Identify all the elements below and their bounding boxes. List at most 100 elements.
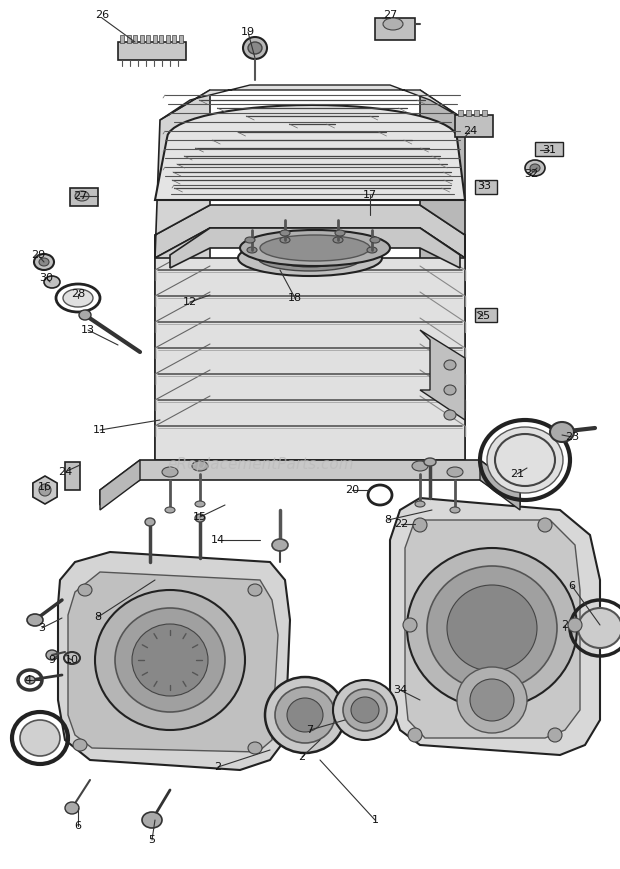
Text: 23: 23 xyxy=(565,432,579,442)
Polygon shape xyxy=(155,105,465,200)
Polygon shape xyxy=(100,460,520,505)
Ellipse shape xyxy=(260,235,370,261)
Bar xyxy=(375,18,415,40)
Text: 20: 20 xyxy=(345,485,359,495)
Ellipse shape xyxy=(408,728,422,742)
Text: 3: 3 xyxy=(38,623,45,633)
Bar xyxy=(65,462,80,490)
Bar xyxy=(120,35,124,43)
Bar xyxy=(126,35,130,43)
Polygon shape xyxy=(33,476,57,504)
Bar xyxy=(166,35,169,43)
Bar xyxy=(179,35,182,43)
Text: 33: 33 xyxy=(477,181,491,191)
Ellipse shape xyxy=(470,679,514,721)
Ellipse shape xyxy=(275,687,335,743)
Ellipse shape xyxy=(27,614,43,626)
Text: 10: 10 xyxy=(65,655,79,665)
Text: 5: 5 xyxy=(149,835,156,845)
Text: 26: 26 xyxy=(95,10,109,20)
Ellipse shape xyxy=(245,237,255,243)
Polygon shape xyxy=(170,228,460,268)
Text: 8: 8 xyxy=(94,612,102,622)
Polygon shape xyxy=(155,90,210,258)
Ellipse shape xyxy=(20,720,60,756)
Bar xyxy=(118,42,186,60)
Text: 7: 7 xyxy=(306,725,314,735)
Text: 25: 25 xyxy=(476,311,490,321)
Ellipse shape xyxy=(280,237,290,243)
Ellipse shape xyxy=(444,410,456,420)
Polygon shape xyxy=(68,572,278,752)
Bar xyxy=(146,35,150,43)
Ellipse shape xyxy=(335,230,345,236)
Ellipse shape xyxy=(132,624,208,696)
Ellipse shape xyxy=(343,689,387,731)
Ellipse shape xyxy=(287,698,323,732)
Text: 8: 8 xyxy=(384,515,392,525)
Ellipse shape xyxy=(162,467,178,477)
Ellipse shape xyxy=(447,585,537,671)
Ellipse shape xyxy=(578,608,620,648)
Ellipse shape xyxy=(195,514,205,522)
Text: 4: 4 xyxy=(24,675,32,685)
Ellipse shape xyxy=(333,680,397,740)
Polygon shape xyxy=(390,498,600,755)
Ellipse shape xyxy=(142,812,162,828)
Text: 2: 2 xyxy=(298,752,306,762)
Ellipse shape xyxy=(280,230,290,236)
Text: 13: 13 xyxy=(81,325,95,335)
Text: 11: 11 xyxy=(93,425,107,435)
Text: 19: 19 xyxy=(241,27,255,37)
Bar xyxy=(455,115,493,137)
Ellipse shape xyxy=(415,501,425,507)
Text: 28: 28 xyxy=(71,289,85,299)
Text: 24: 24 xyxy=(58,467,72,477)
Ellipse shape xyxy=(73,739,87,751)
Bar xyxy=(475,180,497,194)
Ellipse shape xyxy=(165,507,175,513)
Text: 18: 18 xyxy=(288,293,302,303)
Polygon shape xyxy=(405,520,580,738)
Polygon shape xyxy=(160,85,465,120)
Ellipse shape xyxy=(247,247,257,253)
Bar xyxy=(172,35,176,43)
Ellipse shape xyxy=(568,618,582,632)
Text: 22: 22 xyxy=(394,519,408,529)
Text: 24: 24 xyxy=(463,126,477,136)
Ellipse shape xyxy=(248,42,262,54)
Ellipse shape xyxy=(95,590,245,730)
Polygon shape xyxy=(480,460,520,510)
Polygon shape xyxy=(155,228,210,460)
Ellipse shape xyxy=(333,237,343,243)
Ellipse shape xyxy=(525,160,545,176)
Ellipse shape xyxy=(115,608,225,712)
Ellipse shape xyxy=(275,249,345,267)
Ellipse shape xyxy=(444,385,456,395)
Ellipse shape xyxy=(427,566,557,690)
Ellipse shape xyxy=(248,584,262,596)
Bar xyxy=(535,142,563,156)
Ellipse shape xyxy=(403,618,417,632)
Ellipse shape xyxy=(272,539,288,551)
Ellipse shape xyxy=(530,164,540,172)
Ellipse shape xyxy=(39,258,49,266)
Text: 30: 30 xyxy=(39,273,53,283)
Text: 32: 32 xyxy=(524,169,538,179)
Text: 27: 27 xyxy=(383,10,397,20)
Polygon shape xyxy=(420,330,465,420)
Ellipse shape xyxy=(447,467,463,477)
Ellipse shape xyxy=(238,240,382,276)
Ellipse shape xyxy=(243,37,267,59)
Ellipse shape xyxy=(34,254,54,270)
Bar xyxy=(70,188,98,206)
Ellipse shape xyxy=(444,360,456,370)
Ellipse shape xyxy=(240,230,390,266)
Polygon shape xyxy=(420,90,465,258)
Ellipse shape xyxy=(487,427,563,493)
Ellipse shape xyxy=(248,742,262,754)
Ellipse shape xyxy=(367,247,377,253)
Text: 34: 34 xyxy=(393,685,407,695)
Bar xyxy=(458,110,463,116)
Bar xyxy=(466,110,471,116)
